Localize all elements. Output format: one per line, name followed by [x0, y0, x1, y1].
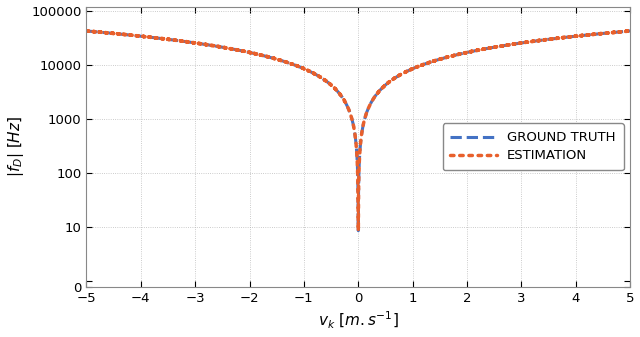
Line: GROUND TRUTH: GROUND TRUTH	[86, 31, 630, 231]
GROUND TRUTH	[530, 39, 538, 43]
Line: ESTIMATION: ESTIMATION	[86, 31, 630, 231]
ESTIMATION	[627, 29, 634, 33]
GROUND TRUTH	[181, 39, 189, 43]
ESTIMATION	[83, 29, 90, 33]
ESTIMATION	[355, 229, 362, 233]
Y-axis label: $|f_D|\ [Hz]$: $|f_D|\ [Hz]$	[6, 116, 26, 177]
ESTIMATION	[181, 39, 189, 43]
GROUND TRUTH	[436, 57, 444, 61]
GROUND TRUTH	[355, 229, 362, 233]
ESTIMATION	[488, 45, 496, 50]
ESTIMATION	[436, 57, 444, 61]
GROUND TRUTH	[627, 29, 634, 33]
Legend: GROUND TRUTH, ESTIMATION: GROUND TRUTH, ESTIMATION	[442, 123, 623, 170]
GROUND TRUTH	[291, 63, 298, 67]
X-axis label: $v_k\ [m.s^{-1}]$: $v_k\ [m.s^{-1}]$	[318, 310, 399, 332]
GROUND TRUTH	[488, 45, 496, 50]
ESTIMATION	[409, 67, 417, 71]
GROUND TRUTH	[83, 29, 90, 33]
GROUND TRUTH	[409, 67, 417, 71]
ESTIMATION	[530, 39, 538, 43]
ESTIMATION	[291, 63, 298, 67]
